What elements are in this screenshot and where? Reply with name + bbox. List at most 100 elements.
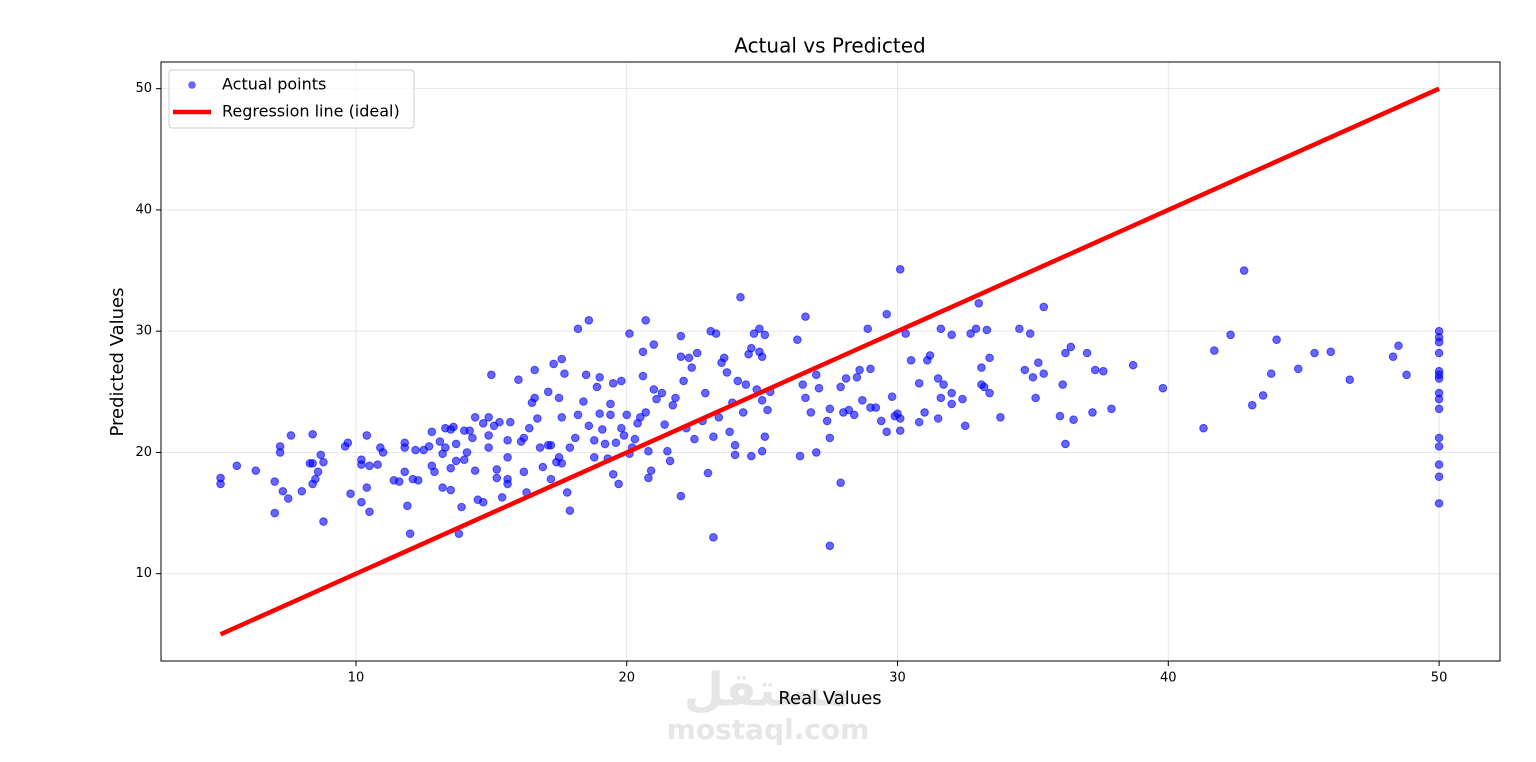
point	[895, 426, 905, 435]
point	[871, 403, 881, 412]
point	[1210, 346, 1219, 355]
point	[1247, 400, 1257, 410]
point	[936, 324, 946, 334]
point	[801, 312, 810, 321]
point	[801, 393, 810, 403]
point	[465, 426, 474, 435]
point	[543, 387, 553, 397]
point	[982, 325, 992, 335]
point	[400, 438, 410, 448]
point	[411, 445, 420, 455]
point	[798, 380, 808, 389]
point	[1158, 383, 1168, 393]
point	[985, 388, 994, 398]
point	[270, 508, 280, 518]
point	[1039, 302, 1049, 312]
point	[451, 439, 461, 449]
point	[308, 429, 317, 439]
point	[676, 352, 686, 361]
legend-marker	[188, 81, 196, 89]
point	[644, 473, 653, 483]
point	[278, 486, 288, 496]
regression-line	[219, 86, 1440, 637]
point	[841, 374, 851, 383]
point	[1020, 365, 1030, 375]
point	[530, 393, 539, 403]
point	[947, 399, 956, 409]
point	[506, 417, 515, 427]
point	[1345, 375, 1355, 384]
point	[971, 324, 981, 334]
point	[617, 376, 626, 386]
point	[562, 488, 572, 497]
point	[974, 298, 984, 308]
point	[470, 412, 480, 422]
point	[825, 541, 835, 551]
point	[1394, 341, 1403, 351]
y-tick-label: 50	[135, 81, 152, 96]
point	[1034, 358, 1043, 368]
point	[985, 353, 994, 363]
point	[484, 431, 493, 440]
point	[709, 432, 718, 441]
point	[1434, 460, 1444, 469]
point	[608, 469, 618, 479]
point	[413, 476, 423, 485]
point	[960, 421, 970, 431]
point	[611, 438, 621, 448]
point	[719, 353, 729, 363]
point	[598, 425, 607, 434]
point	[635, 412, 645, 422]
point	[619, 431, 629, 440]
point	[378, 448, 388, 457]
point	[497, 493, 507, 502]
point	[811, 370, 821, 380]
point	[362, 431, 372, 440]
point	[430, 467, 439, 477]
point	[1434, 442, 1444, 451]
point	[638, 371, 648, 381]
point	[554, 393, 564, 403]
point	[1061, 348, 1070, 358]
point	[849, 410, 859, 420]
point	[495, 417, 504, 427]
point	[286, 431, 296, 440]
point	[1272, 335, 1281, 344]
point	[478, 497, 488, 507]
point	[1326, 347, 1336, 357]
point	[622, 410, 632, 420]
point	[403, 501, 412, 511]
point	[858, 396, 867, 405]
point	[538, 462, 548, 472]
point	[1025, 329, 1035, 338]
point	[400, 467, 410, 477]
x-tick-label: 50	[1431, 671, 1448, 686]
point	[424, 442, 434, 451]
point	[579, 397, 588, 406]
point	[1069, 415, 1078, 425]
point	[484, 443, 493, 452]
point	[427, 427, 437, 437]
point	[652, 394, 661, 404]
point	[684, 353, 694, 363]
point	[595, 372, 604, 382]
point	[446, 463, 456, 473]
point	[852, 372, 862, 382]
point	[1055, 411, 1065, 421]
point	[730, 450, 740, 460]
point	[1028, 372, 1038, 382]
point	[503, 452, 512, 462]
point	[676, 491, 686, 501]
point	[895, 265, 905, 274]
point	[565, 443, 575, 452]
point	[405, 529, 415, 538]
point	[733, 376, 743, 386]
point	[736, 292, 745, 302]
x-tick-label: 10	[348, 671, 365, 686]
point	[319, 517, 328, 526]
point	[1015, 324, 1024, 334]
point	[690, 434, 699, 444]
point	[524, 423, 534, 433]
point	[251, 466, 261, 475]
